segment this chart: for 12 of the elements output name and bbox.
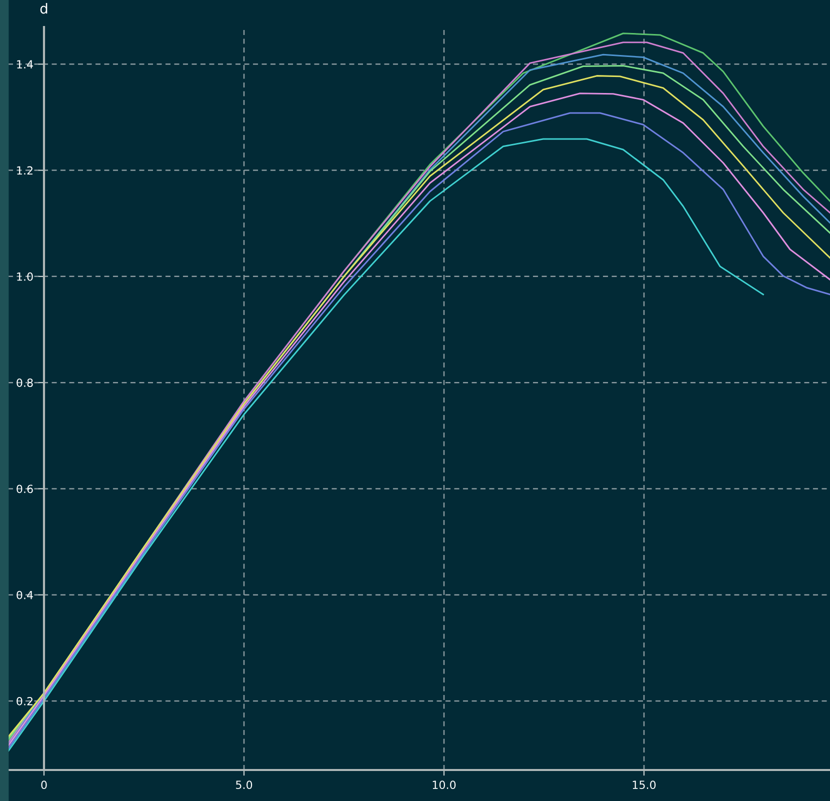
y-tick-label: 1.4 [17,60,33,68]
x-tick-label: 5.0 [236,780,252,790]
y-tick-label: 0.4 [16,590,33,600]
y-tick-label: 0.2 [16,696,32,706]
x-tick-label: 10.0 [432,780,456,790]
x-tick-label: 15.0 [632,780,656,790]
x-tick-label: 0 [41,780,47,790]
y-tick-label: 0.8 [16,378,33,387]
y-tick-label: 1.0 [17,272,33,281]
y-axis-title: d [40,2,48,14]
y-tick-label: 0.6 [16,484,33,494]
y-tick-label: 1.2 [17,166,32,175]
